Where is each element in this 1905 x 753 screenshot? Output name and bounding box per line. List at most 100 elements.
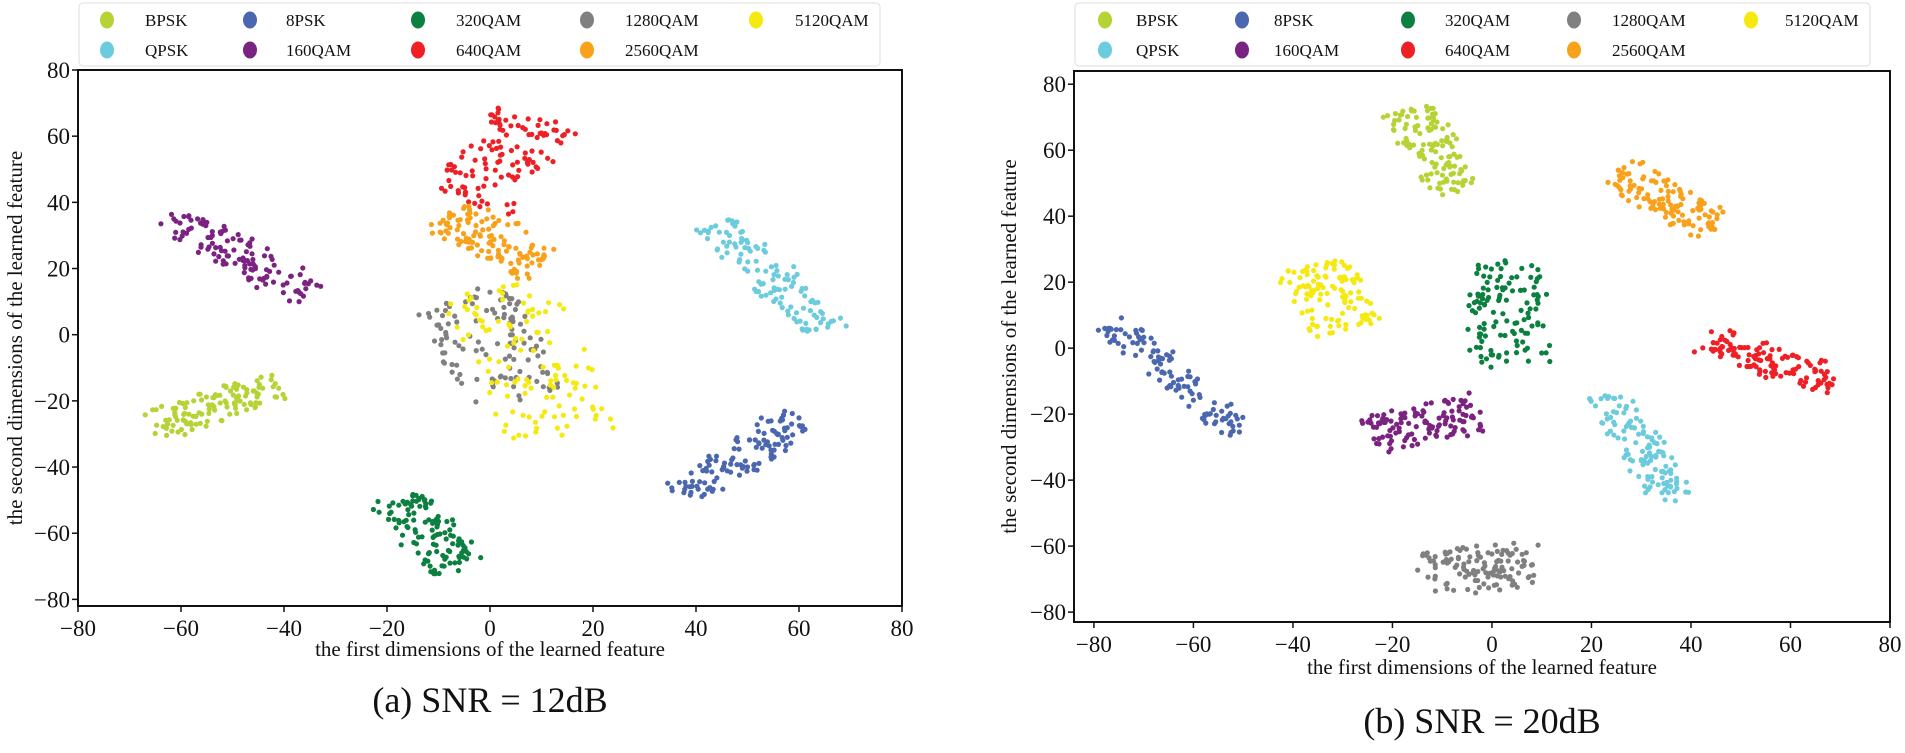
data-point-2560QAM xyxy=(460,231,467,237)
data-point-1280QAM xyxy=(1485,550,1491,556)
data-point-160QAM xyxy=(1374,413,1381,419)
data-point-1280QAM xyxy=(454,376,460,382)
data-point-2560QAM xyxy=(491,236,497,242)
data-point-2560QAM xyxy=(466,203,472,209)
data-point-QPSK xyxy=(1592,403,1599,409)
data-point-8PSK xyxy=(1159,369,1165,375)
data-point-BPSK xyxy=(186,411,192,417)
data-point-320QAM xyxy=(1535,267,1541,273)
data-point-320QAM xyxy=(1533,279,1539,285)
data-point-640QAM xyxy=(497,152,503,158)
data-point-640QAM xyxy=(448,183,454,189)
data-point-BPSK xyxy=(170,422,176,428)
data-point-160QAM xyxy=(264,274,270,280)
data-point-BPSK xyxy=(193,421,199,427)
data-point-5120QAM xyxy=(503,382,510,388)
data-point-BPSK xyxy=(254,394,260,400)
data-point-320QAM xyxy=(1537,274,1543,280)
data-point-5120QAM xyxy=(561,306,567,312)
data-point-QPSK xyxy=(794,271,800,277)
data-point-BPSK xyxy=(1427,185,1433,191)
data-point-2560QAM xyxy=(1669,221,1675,227)
legend-box xyxy=(1074,2,1871,67)
data-point-QPSK xyxy=(1633,415,1639,421)
data-point-160QAM xyxy=(276,269,282,275)
data-point-320QAM xyxy=(1503,358,1510,364)
data-point-QPSK xyxy=(1649,474,1655,480)
data-point-1280QAM xyxy=(1535,542,1541,548)
data-point-5120QAM xyxy=(1331,266,1337,272)
data-point-2560QAM xyxy=(1705,221,1711,227)
data-point-QPSK xyxy=(716,229,722,235)
data-point-5120QAM xyxy=(593,384,599,390)
data-point-160QAM xyxy=(1476,427,1482,433)
legend-marker xyxy=(580,41,594,59)
data-point-5120QAM xyxy=(556,403,562,409)
data-point-1280QAM xyxy=(501,304,507,310)
data-point-640QAM xyxy=(522,150,528,156)
data-point-2560QAM xyxy=(479,248,485,254)
x-tick-label: −40 xyxy=(1275,632,1311,657)
data-point-8PSK xyxy=(1230,423,1236,429)
data-point-BPSK xyxy=(1447,140,1453,146)
data-point-320QAM xyxy=(466,551,472,557)
data-point-640QAM xyxy=(1824,390,1830,396)
data-point-5120QAM xyxy=(513,335,519,341)
x-tick-label: 60 xyxy=(1779,632,1802,657)
data-point-QPSK xyxy=(830,318,837,324)
data-point-QPSK xyxy=(1623,405,1629,412)
data-point-8PSK xyxy=(683,483,689,489)
data-point-BPSK xyxy=(198,397,205,403)
x-axis-label: the first dimensions of the learned feat… xyxy=(315,637,665,661)
data-point-320QAM xyxy=(450,541,456,547)
data-point-640QAM xyxy=(482,156,488,162)
data-point-QPSK xyxy=(763,292,769,298)
data-point-5120QAM xyxy=(479,318,485,324)
data-point-640QAM xyxy=(537,130,543,136)
data-point-QPSK xyxy=(815,299,821,305)
data-point-8PSK xyxy=(775,441,782,447)
data-point-8PSK xyxy=(1230,428,1236,434)
data-point-320QAM xyxy=(1543,291,1550,297)
data-point-320QAM xyxy=(1503,260,1509,266)
data-point-640QAM xyxy=(506,172,512,178)
data-point-160QAM xyxy=(1441,410,1447,416)
data-point-320QAM xyxy=(1477,300,1483,306)
data-point-5120QAM xyxy=(511,340,517,346)
data-point-8PSK xyxy=(1170,379,1177,386)
data-point-320QAM xyxy=(1467,292,1473,298)
legend: BPSK QPSK 8PSK 160QAM 320QAM 640QAM 1280QAM 256… xyxy=(1074,2,1871,67)
y-tick-label: 40 xyxy=(47,190,70,215)
data-point-QPSK xyxy=(791,264,797,270)
y-tick-label: −20 xyxy=(1030,402,1066,427)
data-point-2560QAM xyxy=(450,212,456,218)
data-point-QPSK xyxy=(793,310,800,316)
data-point-640QAM xyxy=(489,147,495,153)
data-point-5120QAM xyxy=(1285,268,1291,274)
data-point-1280QAM xyxy=(1447,549,1453,555)
data-point-320QAM xyxy=(416,496,422,502)
data-point-5120QAM xyxy=(522,390,528,396)
data-point-1280QAM xyxy=(1494,573,1500,579)
data-point-8PSK xyxy=(788,440,794,446)
data-point-640QAM xyxy=(1821,377,1827,383)
data-point-320QAM xyxy=(437,531,443,537)
data-point-QPSK xyxy=(820,316,826,322)
data-point-BPSK xyxy=(252,405,258,411)
data-point-320QAM xyxy=(1475,291,1481,297)
data-point-640QAM xyxy=(1802,379,1809,385)
data-point-8PSK xyxy=(779,435,785,441)
data-point-QPSK xyxy=(788,304,794,310)
data-point-8PSK xyxy=(1107,339,1113,345)
data-point-320QAM xyxy=(442,530,448,536)
data-point-BPSK xyxy=(1385,113,1391,119)
data-point-2560QAM xyxy=(541,252,547,258)
data-point-2560QAM xyxy=(479,219,485,225)
data-point-2560QAM xyxy=(1681,219,1687,225)
scatter-panel-a: −80 −60 −40 −20 0 20 40 60 80 −80 −60 −40 −20 0 20 40 60… xyxy=(3,2,914,720)
data-point-8PSK xyxy=(721,464,727,470)
data-point-QPSK xyxy=(1608,414,1614,420)
data-point-320QAM xyxy=(1484,279,1490,285)
data-point-160QAM xyxy=(173,218,179,224)
data-point-160QAM xyxy=(286,298,293,304)
